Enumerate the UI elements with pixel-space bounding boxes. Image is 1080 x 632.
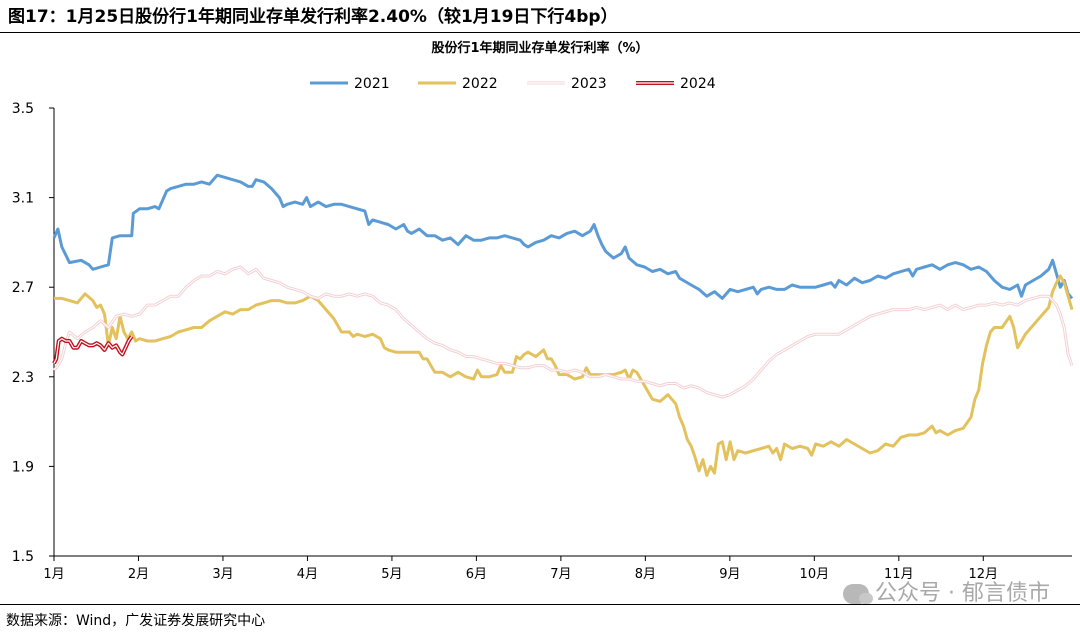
x-tick-label: 12月 <box>969 567 999 582</box>
line-chart: 股份行1年期同业存单发行利率（%） 2021 2022 2023 2024 1.51.… <box>12 40 1074 582</box>
y-tick-label: 1.9 <box>12 459 34 475</box>
x-tick-label: 11月 <box>884 567 914 582</box>
y-tick-label: 2.3 <box>12 370 34 386</box>
legend-label: 2022 <box>462 76 498 92</box>
title-rule <box>0 32 1080 33</box>
y-tick-label: 2.7 <box>12 280 34 296</box>
x-tick-label: 1月 <box>43 567 64 582</box>
y-tick-label: 1.5 <box>12 549 34 565</box>
x-tick-label: 2月 <box>128 567 149 582</box>
x-tick-label: 10月 <box>800 567 830 582</box>
wechat-logo-icon <box>843 584 874 604</box>
series-2023-line-inner <box>53 266 1073 398</box>
series-2024-line-inner <box>53 336 133 364</box>
series-2021-line <box>52 173 1074 300</box>
x-tick-label: 5月 <box>381 567 402 582</box>
series-2022-line <box>54 274 1074 477</box>
chart-legend: 2021 2022 2023 2024 <box>310 76 716 92</box>
legend-label: 2021 <box>354 76 390 92</box>
chart-axes: 1.5 1.9 2.3 2.7 3.1 3.5 1月 2月 3月 4月 5月 6月 7月 8月 9月 10月 1… <box>12 101 1072 582</box>
source-note: 数据来源：Wind，广发证券发展研究中心 <box>6 613 266 629</box>
figure-title: 图17：1月25日股份行1年期同业存单发行利率2.40%（较1月19日下行4bp… <box>8 7 618 27</box>
x-tick-label: 9月 <box>719 567 740 582</box>
legend-label: 2023 <box>571 76 607 92</box>
chart-title: 股份行1年期同业存单发行利率（%） <box>431 40 648 56</box>
legend-label: 2024 <box>680 76 716 92</box>
x-tick-label: 3月 <box>212 567 233 582</box>
x-tick-label: 6月 <box>466 567 487 582</box>
series-2023-line-outer <box>52 265 1074 399</box>
x-tick-label: 8月 <box>635 567 656 582</box>
y-tick-label: 3.5 <box>12 101 34 117</box>
y-tick-label: 3.1 <box>12 191 34 207</box>
watermark: 公众号 · 郁言债市 <box>843 575 1050 607</box>
chart-series <box>52 173 1074 477</box>
x-tick-label: 4月 <box>297 567 318 582</box>
x-tick-label: 7月 <box>550 567 571 582</box>
source-rule <box>0 604 1080 605</box>
watermark-text: 公众号 · 郁言债市 <box>875 581 1050 606</box>
